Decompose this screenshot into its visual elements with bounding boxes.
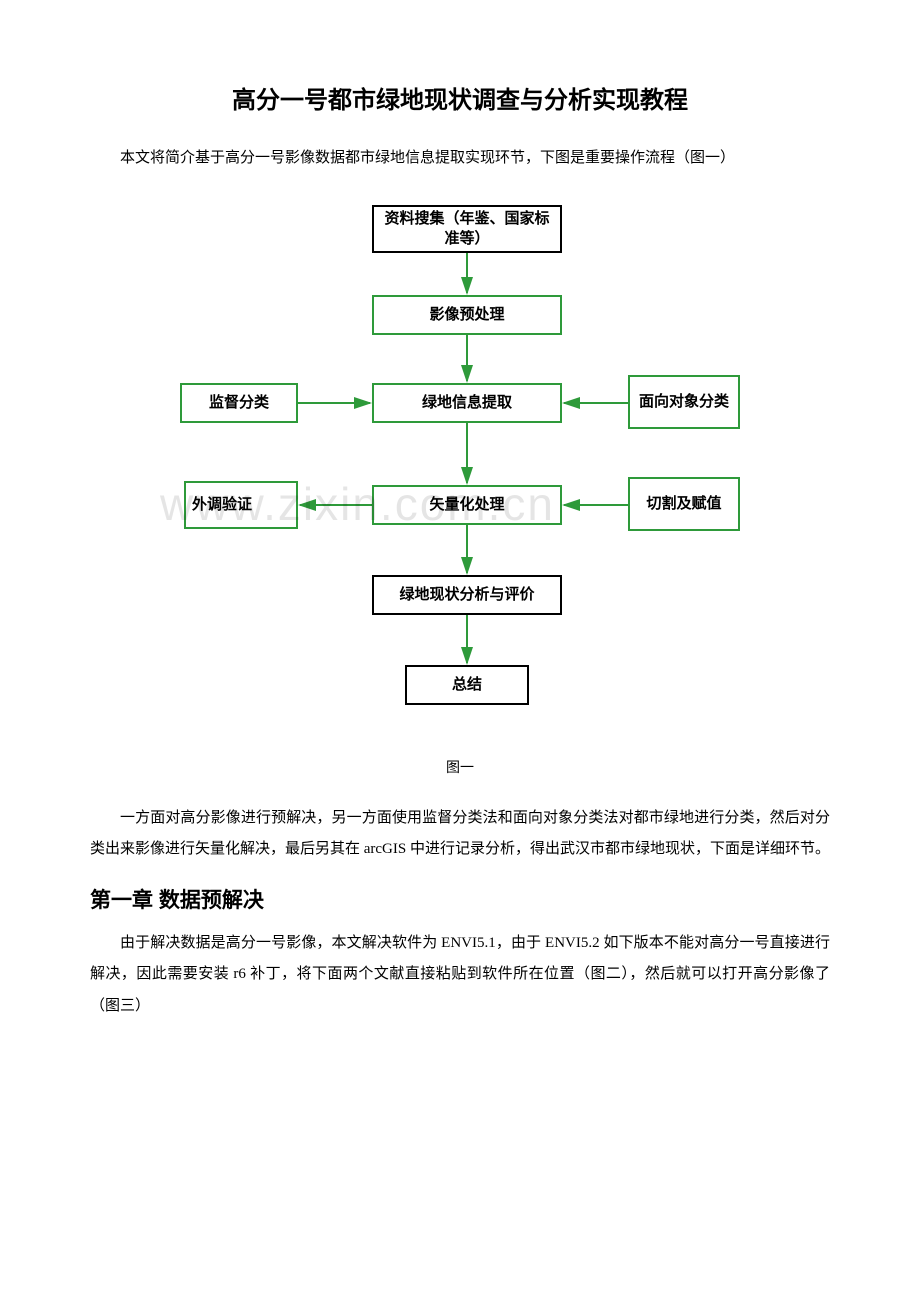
flow-node-fieldverify: 外调验证 <box>184 481 298 529</box>
body-paragraph: 一方面对高分影像进行预解决，另一方面使用监督分类法和面向对象分类法对都市绿地进行… <box>90 803 830 866</box>
flow-node-data-collect: 资料搜集（年鉴、国家标准等） <box>372 205 562 253</box>
flowchart: 资料搜集（年鉴、国家标准等） 影像预处理 监督分类 绿地信息提取 面向对象分类 … <box>180 205 740 735</box>
flow-node-greenextract: 绿地信息提取 <box>372 383 562 423</box>
flow-node-objectclass: 面向对象分类 <box>628 375 740 429</box>
flow-node-summary: 总结 <box>405 665 529 705</box>
flow-node-analysis: 绿地现状分析与评价 <box>372 575 562 615</box>
flow-node-vectorize: 矢量化处理 <box>372 485 562 525</box>
section-1-paragraph: 由于解决数据是高分一号影像，本文解决软件为 ENVI5.1，由于 ENVI5.2… <box>90 928 830 1023</box>
intro-paragraph: 本文将简介基于高分一号影像数据都市绿地信息提取实现环节，下图是重要操作流程（图一… <box>90 143 830 175</box>
flow-node-supervised: 监督分类 <box>180 383 298 423</box>
flowchart-arrows <box>180 205 740 735</box>
flow-node-preprocess: 影像预处理 <box>372 295 562 335</box>
figure-caption: 图一 <box>90 757 830 777</box>
flow-node-clipassign: 切割及赋值 <box>628 477 740 531</box>
page-title: 高分一号都市绿地现状调查与分析实现教程 <box>90 80 830 115</box>
section-1-heading: 第一章 数据预解决 <box>90 884 830 914</box>
